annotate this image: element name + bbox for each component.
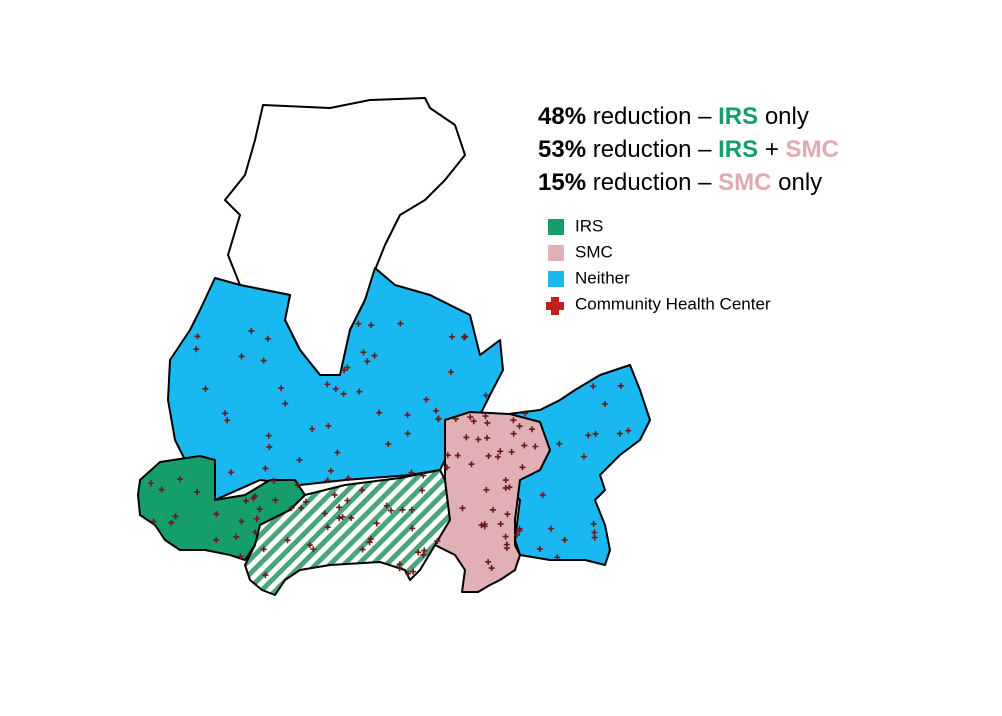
legend-cross [546,297,564,315]
reduction-line: 48% reduction – IRS only [538,103,809,130]
legend: IRS SMC Neither Community Health Center [546,216,771,315]
legend-label: Community Health Center [575,294,771,313]
legend-label: Neither [575,268,630,287]
reduction-line: 53% reduction – IRS + SMC [538,136,839,163]
intervention: only [758,103,809,130]
health-center-crosses [147,320,632,579]
percent: 48% [538,103,586,130]
reduction-text: reduction – [586,103,718,130]
intervention: IRS [718,103,758,130]
smc-region [434,411,551,593]
intervention: SMC [718,169,771,196]
intervention: + [758,136,785,163]
reduction-text: reduction – [586,169,718,196]
legend-swatch [548,245,564,261]
annotations: 48% reduction – IRS only 53% reduction – … [538,103,839,196]
intervention: only [771,169,822,196]
intervention: IRS [718,136,758,163]
reduction-line: 15% reduction – SMC only [538,169,822,196]
percent: 15% [538,169,586,196]
intervention: SMC [786,136,839,163]
percent: 53% [538,136,586,163]
reduction-text: reduction – [586,136,718,163]
legend-label: SMC [575,242,613,261]
legend-swatch [548,219,564,235]
legend-swatch [548,271,564,287]
legend-label: IRS [575,216,603,235]
neither-region [167,267,651,566]
health-centers [147,320,632,579]
